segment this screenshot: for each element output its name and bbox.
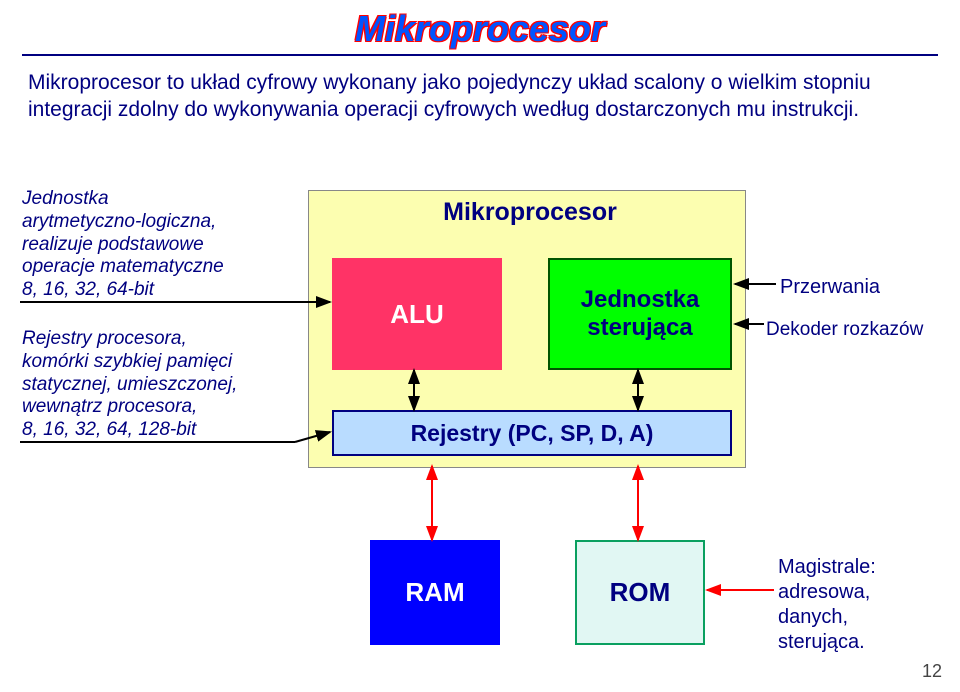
alu-label: ALU: [390, 299, 443, 330]
ram-label: RAM: [405, 577, 464, 608]
title-text: Mikroprocesor: [355, 8, 605, 49]
page-number: 12: [922, 661, 942, 682]
note-decoder: Dekoder rozkazów: [766, 318, 960, 342]
note-alu: Jednostkaarytmetyczno-logiczna,realizuje…: [22, 188, 292, 302]
ram-block: RAM: [370, 540, 500, 645]
note-interrupts: Przerwania: [780, 275, 950, 300]
control-unit-block: Jednostkasterująca: [548, 258, 732, 370]
page-title: Mikroprocesor: [0, 8, 960, 50]
control-unit-label: Jednostkasterująca: [581, 286, 700, 342]
registers-block: Rejestry (PC, SP, D, A): [332, 410, 732, 456]
rom-block: ROM: [575, 540, 705, 645]
alu-block: ALU: [332, 258, 502, 370]
registers-label: Rejestry (PC, SP, D, A): [411, 420, 654, 447]
note-registers: Rejestry procesora,komórki szybkiej pami…: [22, 328, 292, 442]
intro-paragraph: Mikroprocesor to układ cyfrowy wykonany …: [28, 70, 932, 124]
title-underline: [22, 54, 938, 56]
diagram-title: Mikroprocesor: [400, 198, 660, 227]
rom-label: ROM: [610, 577, 671, 608]
intro-text: Mikroprocesor to układ cyfrowy wykonany …: [28, 71, 871, 121]
note-buses: Magistrale:adresowa,danych,sterująca.: [778, 555, 958, 655]
